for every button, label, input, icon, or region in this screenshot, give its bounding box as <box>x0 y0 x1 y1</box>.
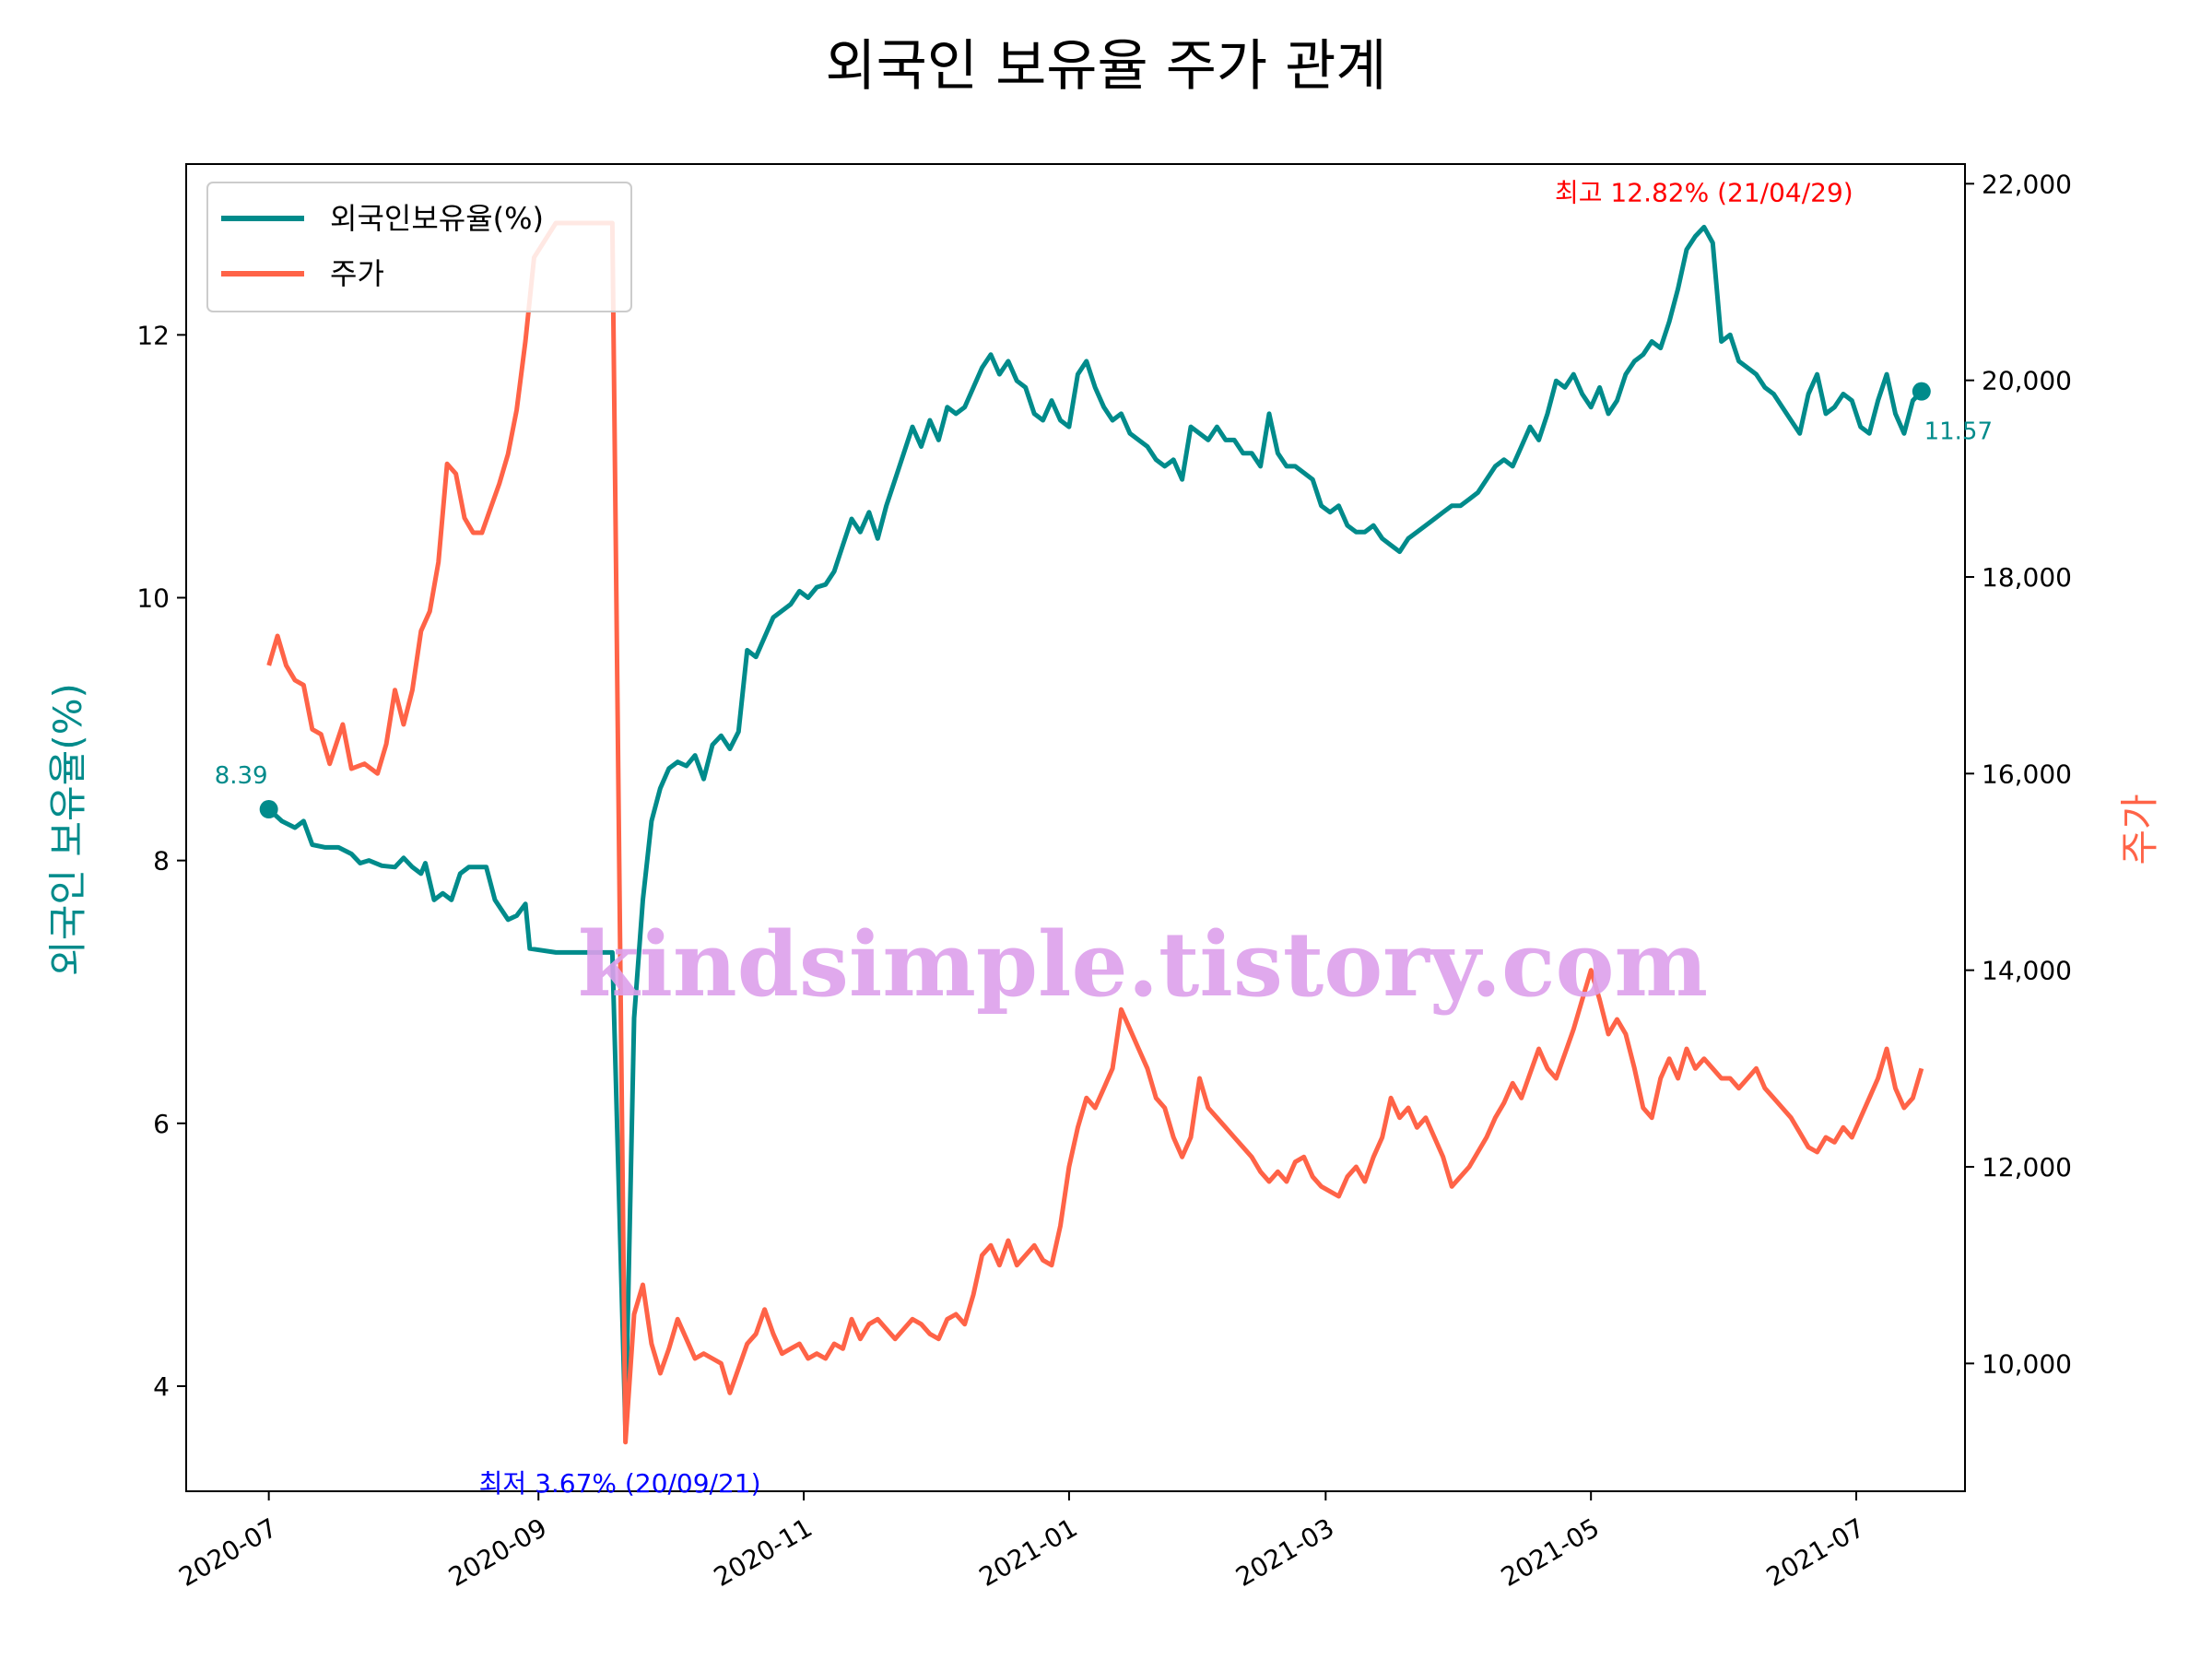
chart-title: 외국인 보유율 주가 관계 <box>825 34 1386 99</box>
x-axis: 2020-07 2020-09 2020-11 2021-01 2021-03 2021-… <box>174 1491 1870 1593</box>
end-point-marker <box>1912 382 1931 401</box>
y-right-tick-label: 18,000 <box>1982 562 2072 593</box>
plot-area <box>185 163 1966 1492</box>
y-axis-right: 10,000 12,000 14,000 16,000 18,000 20,000 22,0… <box>1965 169 2072 1379</box>
legend-label-price: 주가 <box>330 256 384 291</box>
y-right-tick-label: 16,000 <box>1982 759 2072 789</box>
y-right-tick-label: 14,000 <box>1982 956 2072 986</box>
start-value-label: 8.39 <box>215 762 268 790</box>
y-right-tick-label: 12,000 <box>1982 1152 2072 1182</box>
ratio-series <box>259 224 1931 1432</box>
y-axis-left: 4 6 8 10 12 <box>136 320 186 1402</box>
x-tick-label: 2021-07 <box>1761 1512 1870 1593</box>
y-axis-left-label: 외국인 보유율(%) <box>45 683 90 976</box>
y-left-tick-label: 4 <box>153 1371 170 1402</box>
y-right-tick-label: 22,000 <box>1982 169 2072 199</box>
x-tick-label: 2021-03 <box>1230 1512 1339 1593</box>
y-right-tick-label: 20,000 <box>1982 366 2072 396</box>
y-left-tick-label: 10 <box>136 582 170 613</box>
legend-label-ratio: 외국인보유율(%) <box>330 201 544 236</box>
start-point-marker <box>259 800 278 819</box>
y-right-tick-label: 10,000 <box>1982 1348 2072 1379</box>
x-tick-label: 2021-01 <box>974 1512 1083 1593</box>
max-annotation: 최고 12.82% (21/04/29) <box>1555 177 1853 207</box>
x-tick-label: 2021-05 <box>1496 1512 1605 1593</box>
y-left-tick-label: 6 <box>153 1109 170 1139</box>
legend-box <box>206 182 632 312</box>
ratio-line <box>267 224 1924 1432</box>
plot-frame <box>185 163 1966 1492</box>
end-value-label: 11.57 <box>1924 418 1993 446</box>
price-series <box>266 220 1924 1445</box>
min-annotation: 최저 3.67% (20/09/21) <box>479 1468 761 1499</box>
annotations: 최고 12.82% (21/04/29) 최저 3.67% (20/09/21)… <box>215 177 1993 1499</box>
y-left-tick-label: 12 <box>136 320 170 350</box>
x-tick-label: 2020-07 <box>174 1512 283 1593</box>
price-line <box>266 220 1924 1445</box>
x-tick-label: 2020-11 <box>709 1512 818 1593</box>
watermark: kindsimple.tistory.com <box>578 912 1708 1017</box>
legend: 외국인보유율(%) 주가 <box>206 182 632 312</box>
x-tick-label: 2020-09 <box>443 1512 552 1593</box>
y-left-tick-label: 8 <box>153 846 170 877</box>
y-axis-right-label: 주가 <box>2117 794 2162 865</box>
